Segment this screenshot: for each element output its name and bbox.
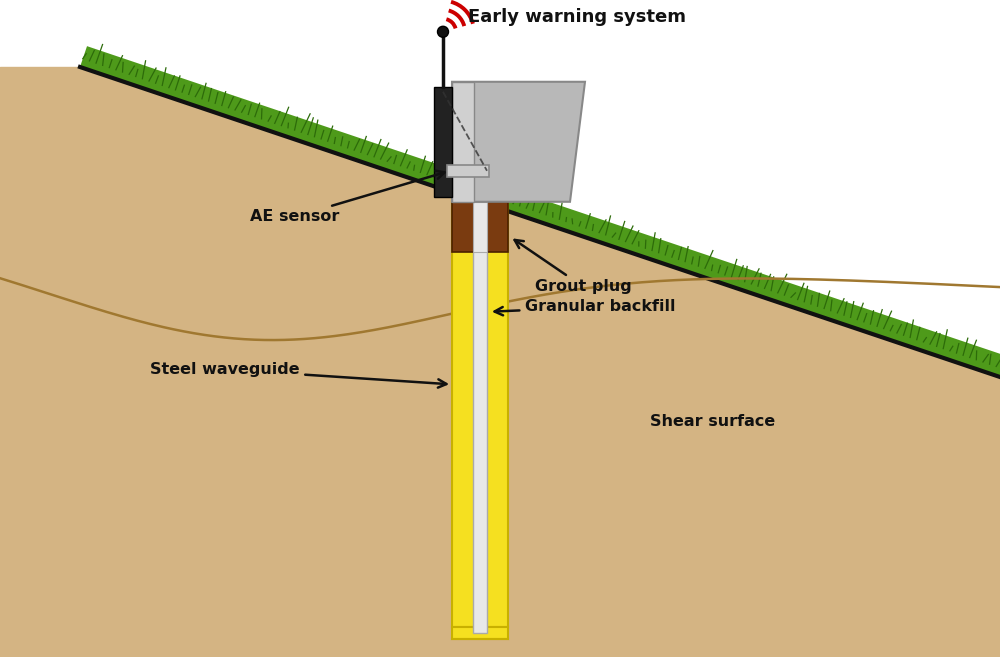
Text: Granular backfill: Granular backfill (495, 300, 676, 315)
Polygon shape (452, 81, 585, 202)
Polygon shape (473, 202, 487, 633)
Polygon shape (452, 202, 508, 252)
Polygon shape (452, 202, 508, 627)
Text: AE sensor: AE sensor (250, 171, 445, 224)
Polygon shape (434, 87, 452, 197)
Text: Grout plug: Grout plug (515, 240, 632, 294)
Polygon shape (452, 627, 508, 639)
Circle shape (438, 26, 448, 37)
Text: Steel waveguide: Steel waveguide (150, 362, 446, 388)
Polygon shape (80, 46, 1000, 377)
Text: Shear surface: Shear surface (650, 415, 775, 430)
Text: Early warning system: Early warning system (468, 8, 686, 26)
Polygon shape (0, 67, 1000, 657)
Polygon shape (447, 165, 489, 177)
Polygon shape (452, 81, 474, 202)
Polygon shape (473, 202, 487, 252)
